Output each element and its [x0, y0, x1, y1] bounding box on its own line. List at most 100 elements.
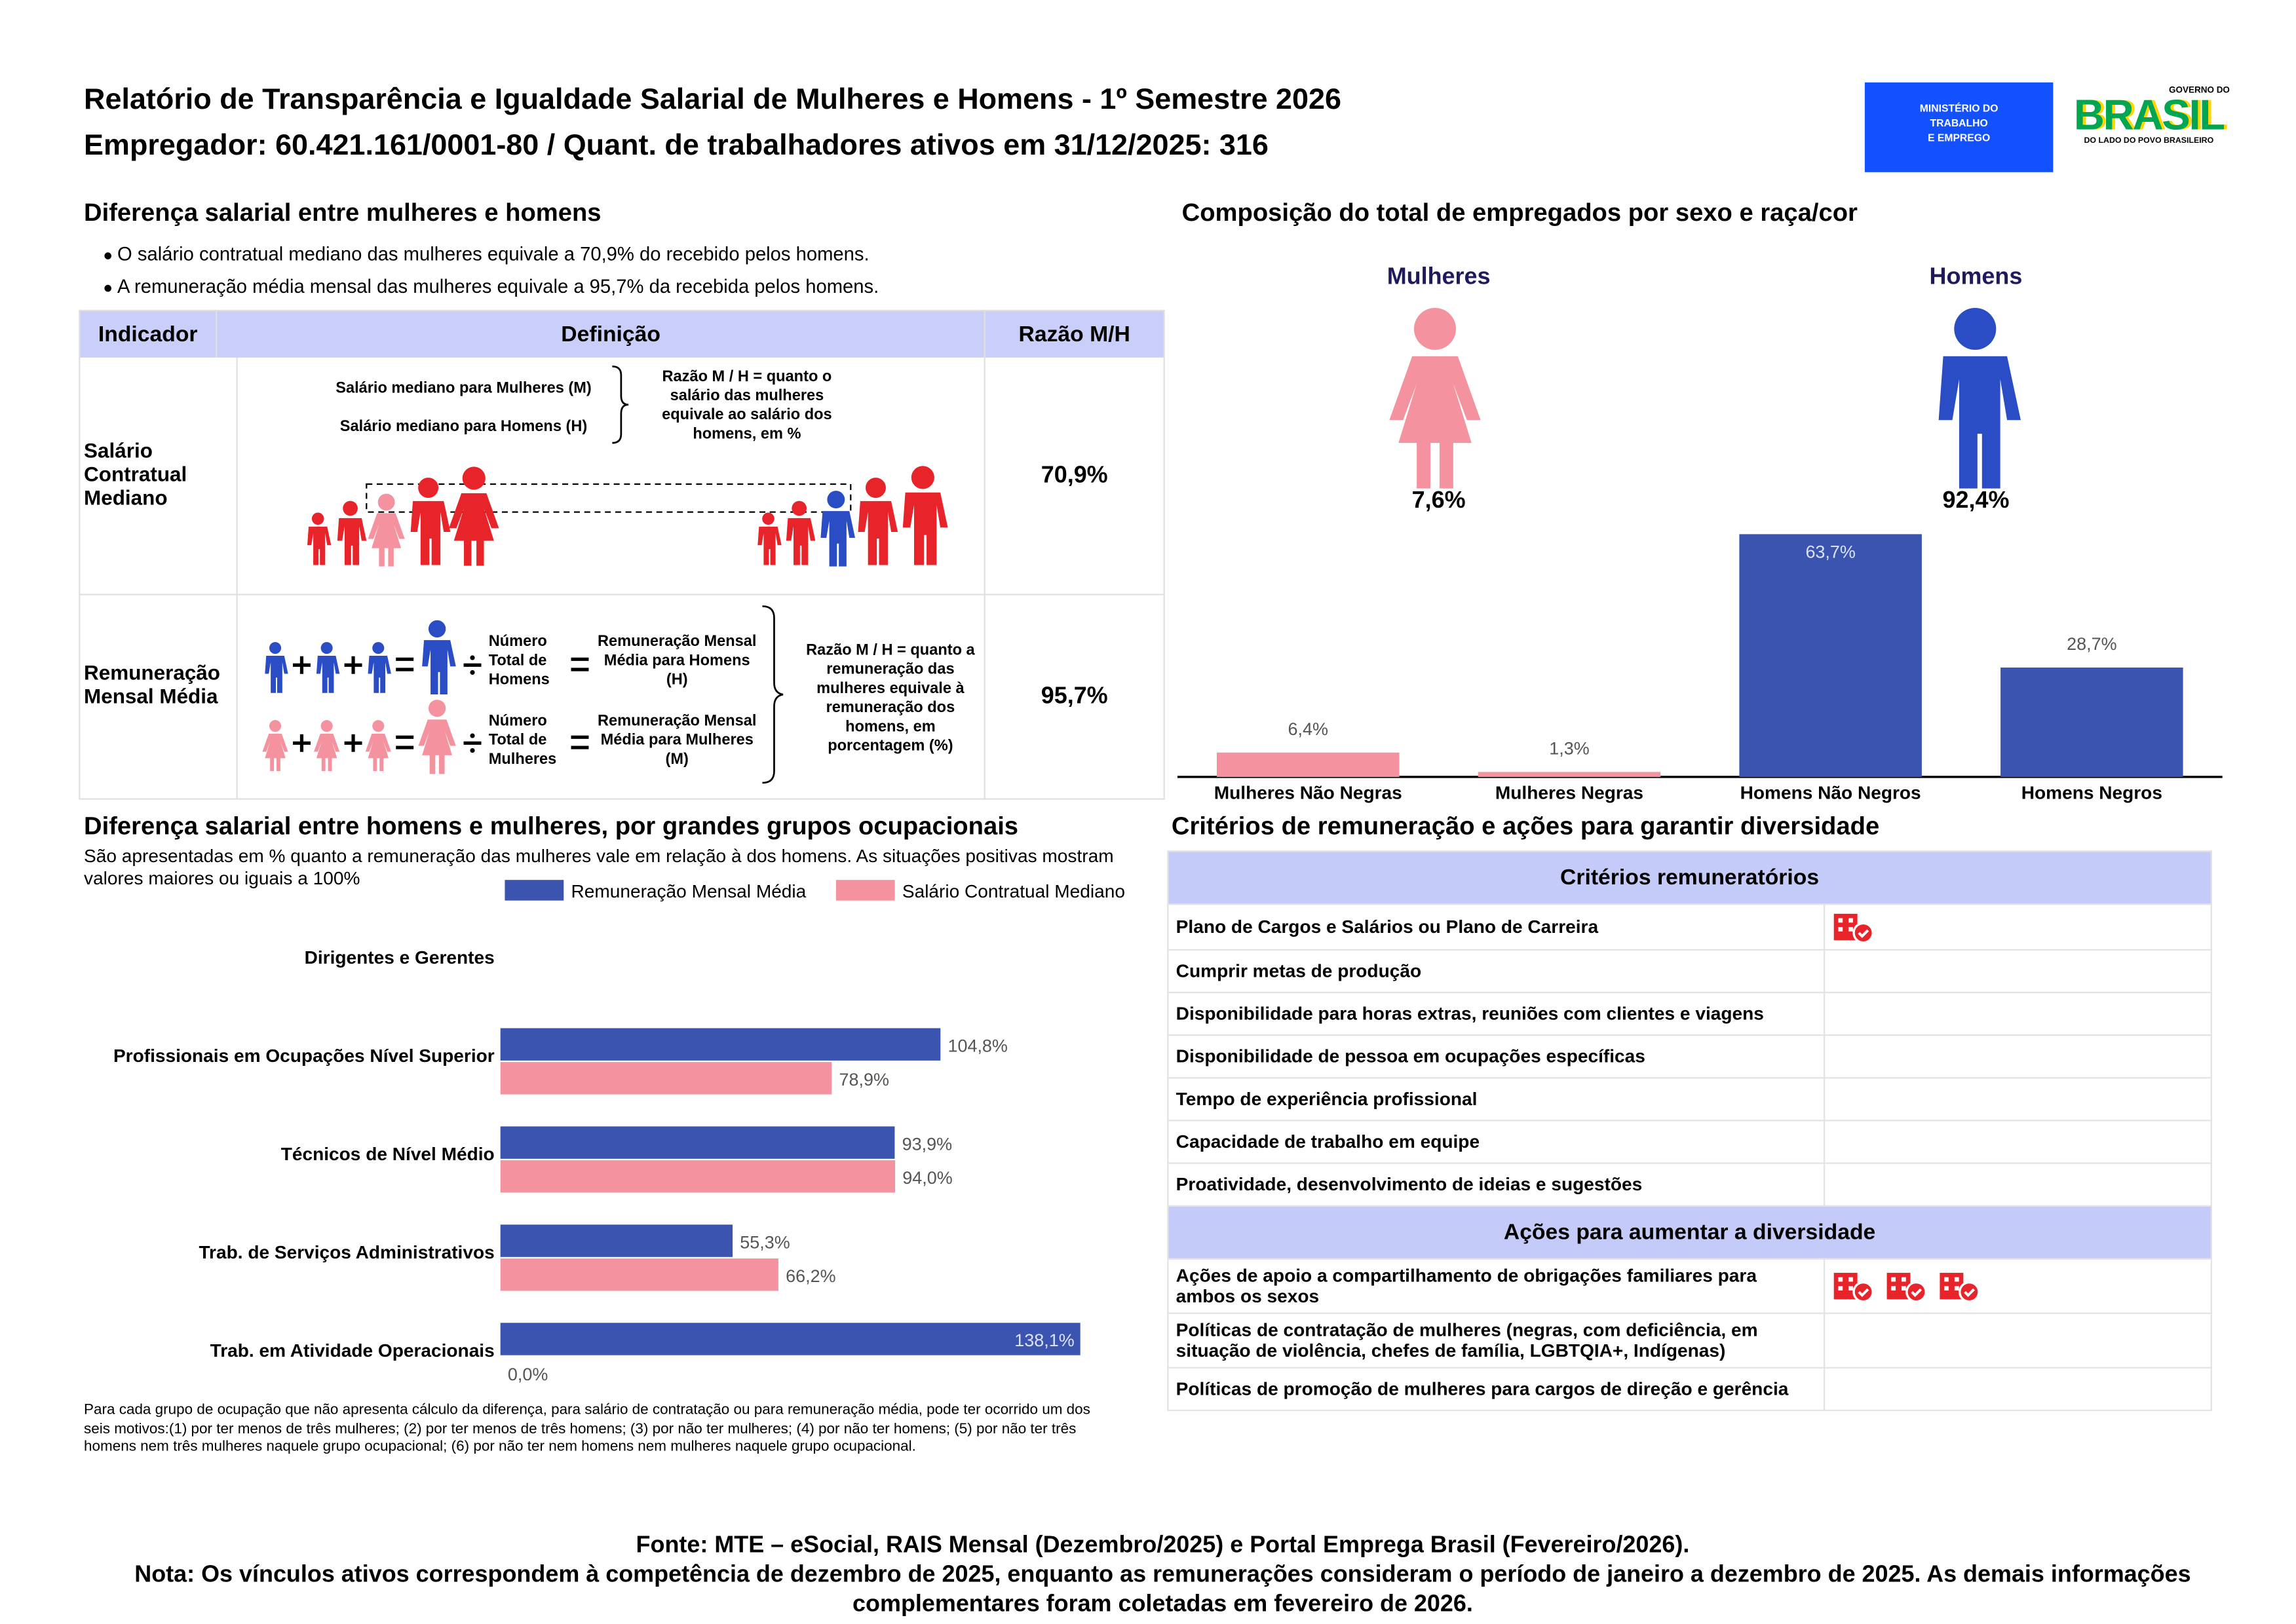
y-tick-label: Técnicos de Nível Médio	[281, 1144, 495, 1164]
legend-swatch	[505, 880, 564, 901]
footnote: Nota: Os vínculos ativos correspondem à …	[134, 1562, 2191, 1617]
ministry-logo	[1864, 82, 2054, 172]
def-women: Salário mediano para Mulheres (M)	[335, 379, 592, 398]
criteria-label: Ações de apoio a compartilhamento de obr…	[1167, 1258, 1826, 1314]
indicator: Remuneração Mensal Média	[84, 660, 221, 708]
icon-count	[1832, 913, 1885, 944]
logo-line: E EMPREGO	[1928, 134, 1991, 145]
criteria-row: Plano de Cargos e Salários ou Plano de C…	[1167, 903, 2212, 951]
logo-line: TRABALHO	[1930, 119, 1988, 130]
logo-line: MINISTÉRIO DO	[1919, 104, 1999, 115]
criteria-row: Capacidade de trabalho em equipe	[1167, 1120, 2212, 1164]
ministry-logo-text: MINISTÉRIO DO TRABALHO E EMPREGO	[1865, 103, 2054, 147]
brace	[612, 365, 629, 444]
criteria-label: Capacidade de trabalho em equipe	[1167, 1120, 1826, 1164]
def-men: Salário mediano para Homens (H)	[339, 417, 588, 436]
criteria-icons	[1823, 903, 2212, 951]
def-ratio: Razão M / H = quanto o salário das mulhe…	[662, 368, 832, 444]
bar	[500, 1323, 1081, 1355]
chart-note: Para cada grupo de ocupação que não apre…	[84, 1402, 1090, 1456]
table-header: Definição	[561, 322, 660, 348]
value-label: 6,4%	[1288, 719, 1328, 739]
x-tick-label: Homens Negros	[2021, 783, 2162, 803]
criteria-label: Disponibilidade de pessoa em ocupações e…	[1167, 1034, 1826, 1079]
criteria-icons	[1823, 991, 2212, 1036]
median-box	[366, 483, 852, 513]
criteria-row: Disponibilidade de pessoa em ocupações e…	[1167, 1034, 2212, 1079]
x-tick-label: Mulheres Não Negras	[1214, 783, 1402, 803]
value-label: 138,1%	[1014, 1331, 1074, 1350]
section-heading: Ações para aumentar a diversidade	[1167, 1205, 2212, 1260]
x-tick-label: Homens Não Negros	[1740, 783, 1921, 803]
criteria-row: Disponibilidade para horas extras, reuni…	[1167, 991, 2212, 1036]
check-icon	[1940, 1272, 1980, 1303]
def-ratio: Razão M / H = quanto a remuneração das m…	[806, 641, 975, 755]
gov-bottom: DO LADO DO POVO BRASILEIRO	[2084, 136, 2214, 146]
bar	[2000, 668, 2183, 777]
def-men-count: Número Total de Homens	[488, 632, 550, 689]
criteria-label: Plano de Cargos e Salários ou Plano de C…	[1167, 903, 1826, 951]
ratio: 70,9%	[1041, 463, 1108, 489]
group-share: 92,4%	[1942, 488, 2010, 514]
criteria-row: Cumprir metas de produção	[1167, 949, 2212, 994]
criteria-label: Disponibilidade para horas extras, reuni…	[1167, 991, 1826, 1036]
value-label: 63,7%	[1805, 542, 1855, 561]
bullet: A remuneração média mensal das mulheres …	[103, 275, 879, 297]
criteria-row: Ações de apoio a compartilhamento de obr…	[1167, 1258, 2212, 1314]
people-row	[307, 466, 948, 567]
group-label: Mulheres	[1387, 265, 1491, 290]
section-row: Critérios remuneratórios	[1167, 850, 2212, 905]
y-tick-label: Trab. em Atividade Operacionais	[210, 1340, 495, 1361]
value-label: 0,0%	[508, 1365, 548, 1384]
def-women-count: Número Total de Mulheres	[488, 712, 557, 768]
criteria-table: Critérios remuneratórios Plano de Cargos …	[1167, 850, 2212, 1412]
legend-swatch	[835, 880, 895, 901]
value-label: 28,7%	[2067, 634, 2116, 654]
bar	[500, 1224, 733, 1257]
section-heading: Critérios remuneratórios	[1167, 850, 2212, 905]
bullet: O salário contratual mediano das mulhere…	[103, 243, 870, 265]
legend-label: Remuneração Mensal Média	[571, 881, 807, 901]
group-share: 7,6%	[1411, 488, 1466, 514]
criteria-row: Políticas de promoção de mulheres para c…	[1167, 1367, 2212, 1412]
criteria-row: Proatividade, desenvolvimento de ideias …	[1167, 1162, 2212, 1207]
gov-logo: GOVERNO DO BRASIL DO LADO DO POVO BRASIL…	[2068, 87, 2230, 146]
def-women-avg: Remuneração Mensal Média para Mulheres (…	[597, 712, 757, 768]
legend-label: Salário Contratual Mediano	[902, 881, 1125, 901]
table-header: Indicador	[98, 322, 198, 348]
sum-men	[262, 605, 784, 784]
check-icon	[1833, 1272, 1874, 1303]
report-title: Relatório de Transparência e Igualdade S…	[84, 84, 1341, 117]
bar	[500, 1160, 896, 1193]
section-title: Diferença salarial entre mulheres e home…	[84, 198, 602, 227]
table-header-bg	[79, 310, 1164, 358]
check-icon	[1886, 1272, 1927, 1303]
value-label: 55,3%	[740, 1232, 790, 1252]
def-men-avg: Remuneração Mensal Média para Homens (H)	[597, 632, 757, 689]
criteria-icons	[1823, 1077, 2212, 1122]
gov-top: GOVERNO DO	[2169, 86, 2230, 96]
criteria-label: Tempo de experiência profissional	[1167, 1077, 1826, 1122]
bar	[1217, 752, 1400, 777]
chart-subtitle: São apresentadas em % quanto a remuneraç…	[84, 846, 1114, 889]
chart-title: Diferença salarial entre homens e mulher…	[84, 812, 1019, 840]
value-label: 104,8%	[948, 1036, 1008, 1055]
y-tick-label: Trab. de Serviços Administrativos	[199, 1242, 494, 1262]
section-title: Critérios de remuneração e ações para ga…	[1171, 812, 1880, 840]
section-row: Ações para aumentar a diversidade	[1167, 1205, 2212, 1260]
bar	[500, 1028, 941, 1061]
report-subtitle: Empregador: 60.421.161/0001-80 / Quant. …	[84, 129, 1269, 162]
value-label: 78,9%	[839, 1070, 889, 1089]
table-grid	[79, 309, 1165, 800]
men-figure	[1938, 307, 2021, 489]
value-label: 93,9%	[902, 1134, 952, 1154]
y-tick-label: Dirigentes e Gerentes	[305, 947, 495, 968]
chart-title: Composição do total de empregados por se…	[1181, 198, 1858, 227]
ratio: 95,7%	[1041, 684, 1108, 709]
criteria-label: Políticas de promoção de mulheres para c…	[1167, 1367, 1826, 1412]
criteria-icons	[1823, 1367, 2212, 1412]
value-label: 94,0%	[902, 1168, 952, 1188]
criteria-row: Tempo de experiência profissional	[1167, 1077, 2212, 1122]
